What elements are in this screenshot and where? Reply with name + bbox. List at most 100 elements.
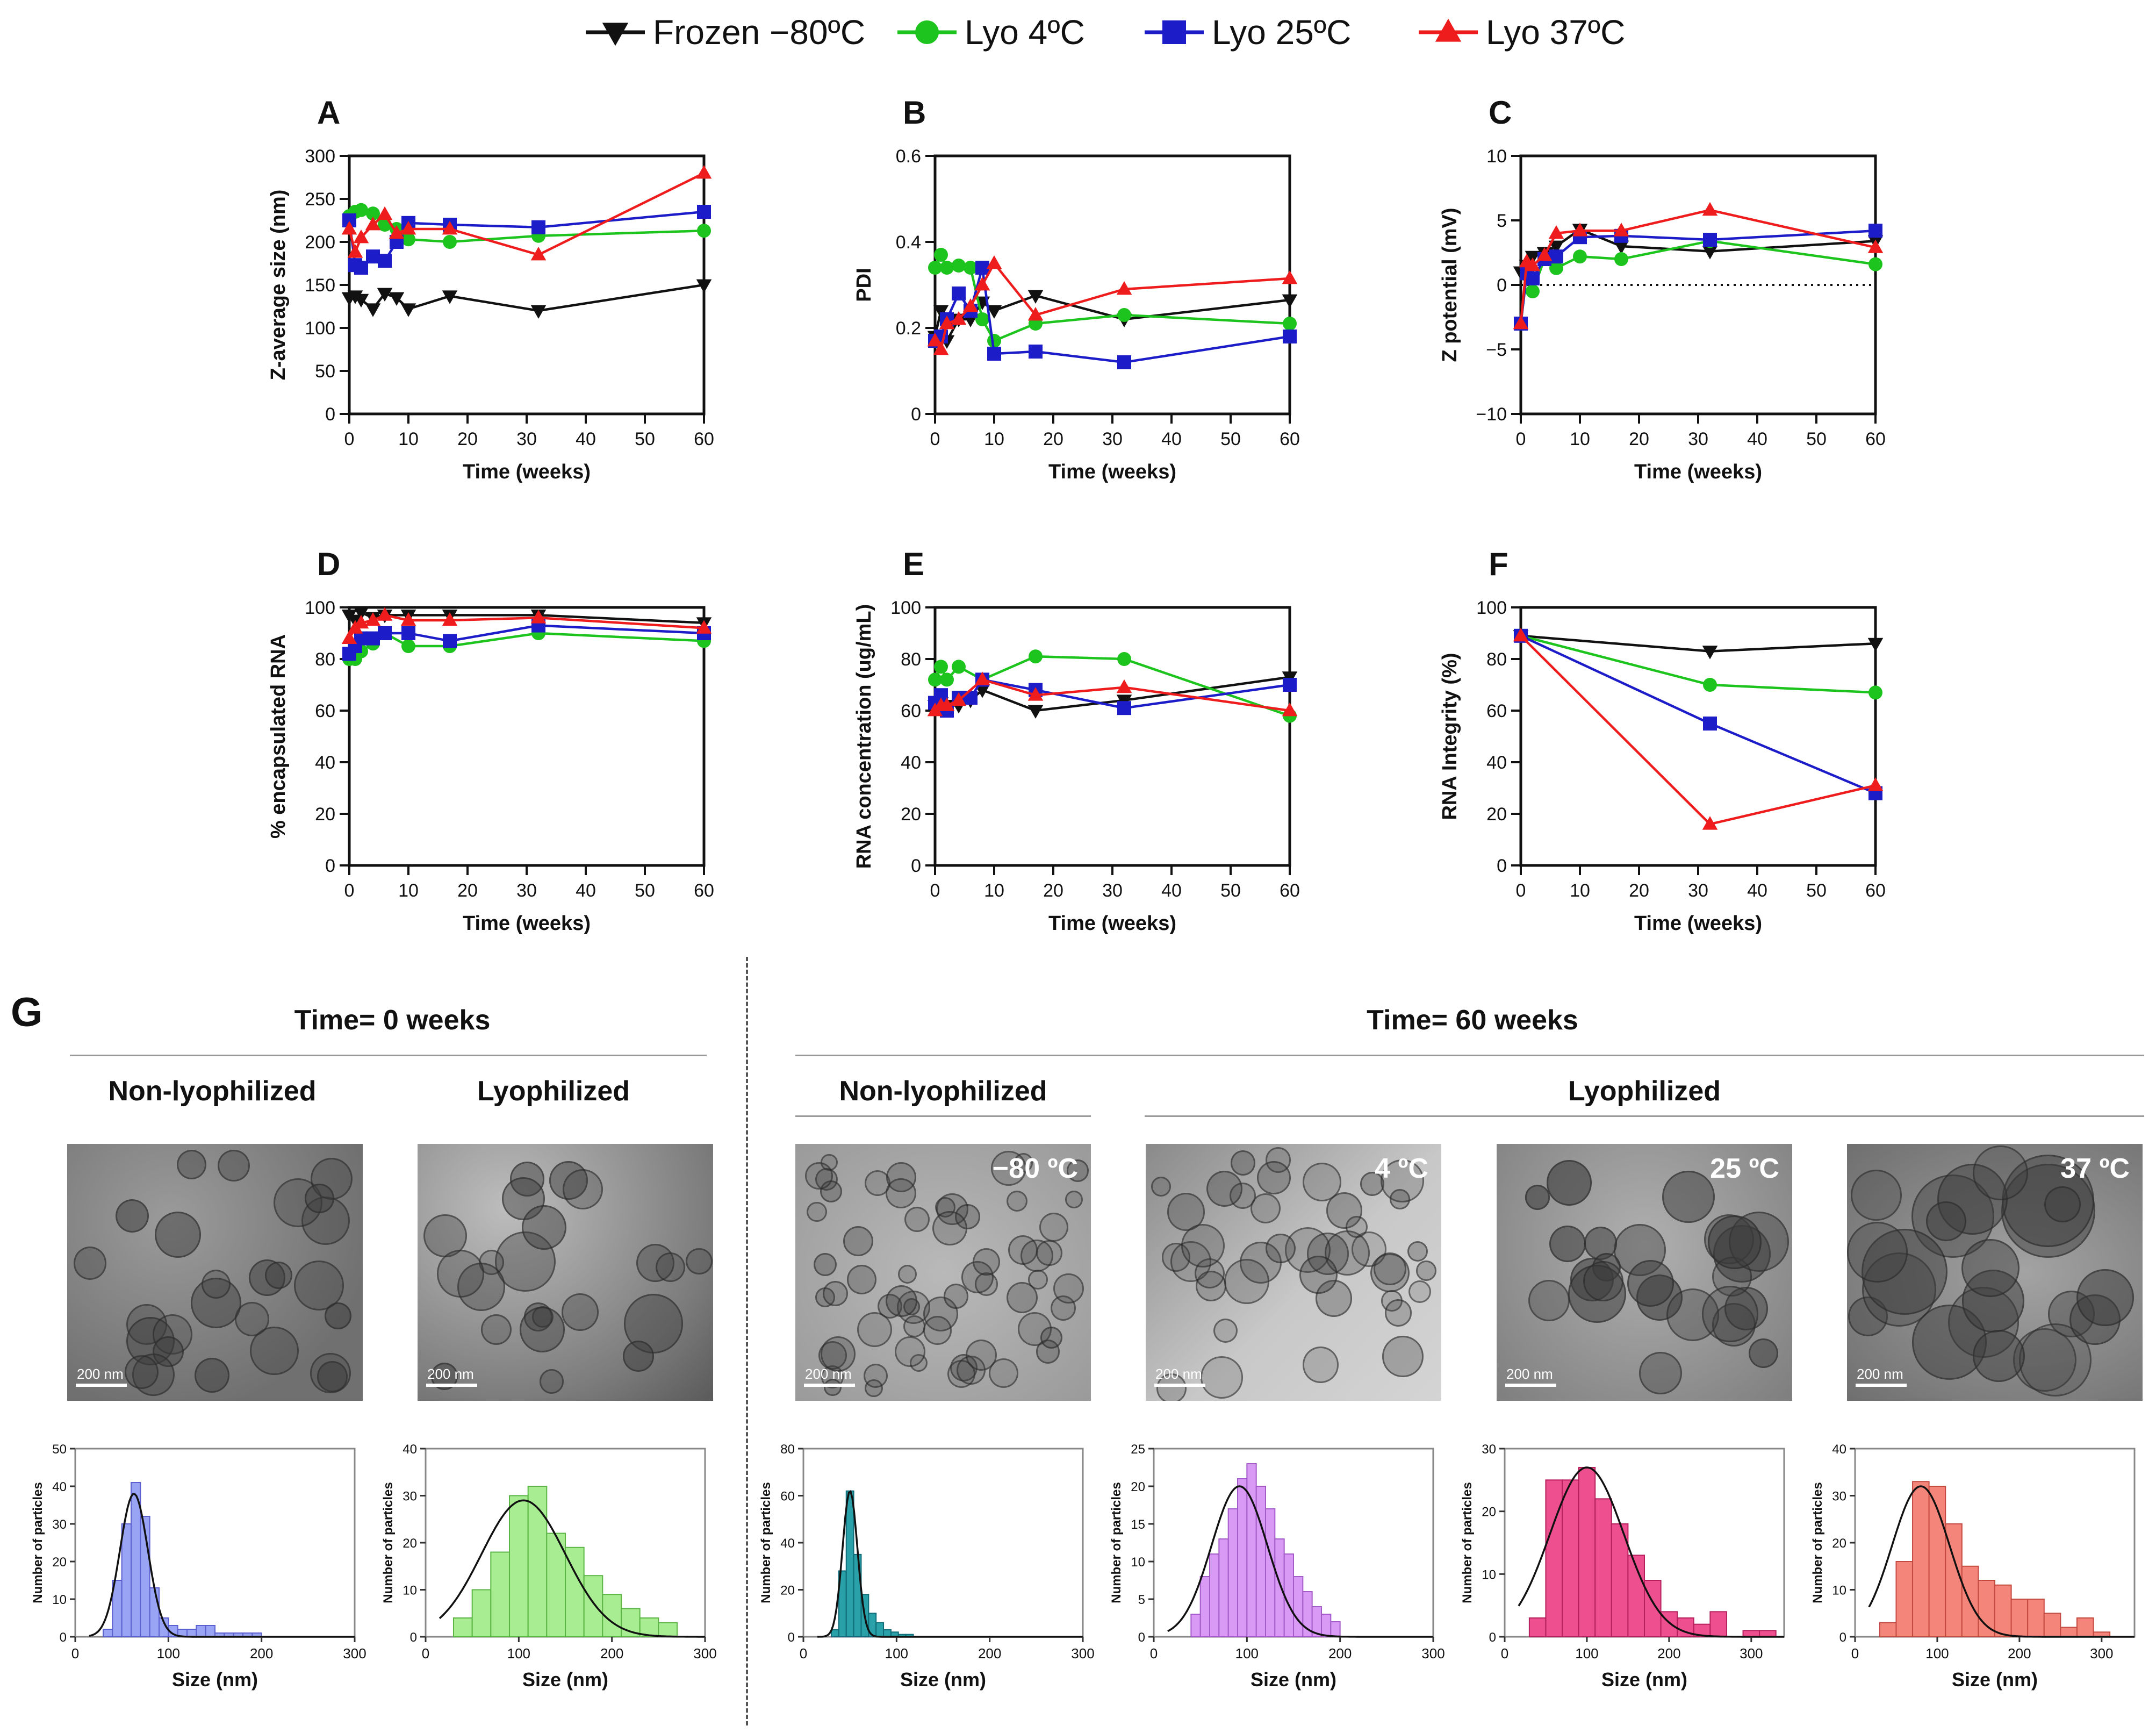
y-tick-label: 0	[911, 856, 921, 876]
y-axis-label: RNA Integrity (%)	[1439, 653, 1461, 820]
x-axis-label: Size (nm)	[172, 1668, 258, 1691]
data-point	[951, 311, 967, 325]
non-lyophilized-rule-t60	[795, 1115, 1091, 1117]
x-tick-label: 100	[1235, 1645, 1259, 1662]
data-point	[365, 303, 381, 317]
scale-bar-label: 200 nm	[805, 1366, 852, 1382]
y-tick-label: 30	[52, 1517, 67, 1532]
histogram-bar	[2076, 1617, 2094, 1637]
x-axis-label: Time (weeks)	[463, 461, 591, 483]
histogram-bar	[1709, 1611, 1727, 1638]
y-tick-label: 20	[1482, 1505, 1496, 1520]
y-axis-label: Number of particles	[1810, 1482, 1825, 1603]
lyophilized-header-t60: Lyophilized	[1568, 1076, 1721, 1107]
data-point	[696, 279, 712, 293]
x-tick-label: 20	[1043, 880, 1063, 901]
x-axis-label: Time (weeks)	[463, 912, 591, 935]
histogram-bar	[103, 1629, 113, 1637]
x-tick-label: 10	[1570, 429, 1590, 449]
nanoparticle	[1381, 1159, 1424, 1202]
histogram-bar	[1562, 1479, 1579, 1637]
nanoparticle	[1303, 1163, 1341, 1201]
legend-label: Lyo 25ºC	[1212, 13, 1351, 52]
histogram-bar	[1199, 1576, 1211, 1637]
panel-d-encapsulated-rna: D 0 20 40 60 80 100 0 10 20 30 40 50 60 Time (weeks) % …	[267, 546, 714, 935]
y-tick-label: 0	[1497, 856, 1507, 876]
histogram-bar	[1611, 1523, 1629, 1637]
nanoparticle	[1408, 1280, 1431, 1303]
x-tick-label: 300	[1421, 1645, 1444, 1662]
x-axis-label: Size (nm)	[1251, 1668, 1336, 1691]
data-point	[530, 247, 547, 261]
y-tick-label: 80	[901, 649, 921, 670]
histogram-bar	[875, 1622, 885, 1637]
x-tick-label: 300	[2090, 1645, 2113, 1662]
nanoparticle	[1213, 1319, 1238, 1343]
histogram-bar	[1578, 1467, 1596, 1637]
nanoparticle	[807, 1201, 827, 1222]
nanoparticle	[1206, 1171, 1242, 1207]
x-tick-label: 200	[250, 1645, 273, 1662]
legend-label: Lyo 4ºC	[965, 13, 1085, 52]
y-tick-label: 20	[780, 1584, 795, 1598]
x-tick-label: 0	[422, 1645, 429, 1662]
histogram-bar	[845, 1490, 854, 1637]
nanoparticle	[822, 1280, 849, 1307]
y-tick-label: 50	[315, 361, 335, 382]
nanoparticle	[904, 1206, 930, 1232]
data-point	[389, 292, 405, 306]
nanoparticle	[1250, 1193, 1281, 1223]
x-tick-label: 40	[1161, 880, 1182, 901]
x-tick-label: 0	[800, 1645, 807, 1662]
nanoparticle	[886, 1285, 918, 1317]
nanoparticle	[265, 1262, 293, 1290]
x-tick-label: 10	[1570, 880, 1590, 901]
nanoparticle	[1374, 1252, 1406, 1285]
data-point	[354, 203, 368, 217]
histogram-bar	[1528, 1617, 1547, 1637]
x-tick-label: 40	[576, 429, 596, 449]
data-point	[353, 607, 369, 621]
data-point	[365, 217, 381, 231]
y-tick-label: 80	[780, 1442, 795, 1457]
time-0-header: Time= 0 weeks	[294, 1005, 491, 1036]
data-point	[1703, 233, 1717, 247]
nanoparticle	[864, 1364, 888, 1388]
histogram-bar	[527, 1486, 548, 1637]
y-axis-label: RNA concentration (ug/mL)	[853, 604, 875, 869]
y-tick-label: 100	[305, 598, 335, 618]
x-tick-label: 50	[635, 880, 655, 901]
data-point	[933, 305, 949, 319]
nanoparticle	[539, 1369, 564, 1394]
legend-marker-icon	[1162, 20, 1186, 44]
data-point	[964, 261, 978, 275]
data-point	[1513, 627, 1529, 642]
nanoparticle	[1850, 1170, 1902, 1221]
nanoparticle	[886, 1178, 916, 1209]
scale-bar-label: 200 nm	[77, 1366, 124, 1382]
data-point	[974, 684, 990, 698]
y-axis-label: Number of particles	[31, 1482, 45, 1603]
y-tick-label: 40	[403, 1442, 417, 1457]
x-tick-label: 0	[1516, 429, 1526, 449]
data-point	[353, 293, 369, 308]
nanoparticle	[294, 1261, 344, 1311]
data-point	[1027, 687, 1044, 701]
nanoparticle	[932, 1211, 967, 1246]
nanoparticle	[1926, 1201, 1966, 1241]
data-point	[400, 221, 416, 235]
y-tick-label: 30	[1482, 1442, 1496, 1457]
y-tick-label: 20	[1832, 1536, 1846, 1551]
scale-bar	[426, 1384, 477, 1387]
nanoparticle	[1230, 1150, 1256, 1176]
x-tick-label: 50	[635, 429, 655, 449]
nanoparticle	[561, 1293, 599, 1331]
data-point	[696, 620, 712, 634]
histogram-bar	[1545, 1479, 1563, 1637]
data-point	[939, 697, 955, 711]
y-tick-label: 40	[52, 1480, 67, 1494]
y-tick-label: 25	[1131, 1442, 1145, 1457]
data-point	[366, 249, 380, 264]
data-point	[927, 333, 943, 347]
nanoparticle	[824, 1378, 842, 1397]
